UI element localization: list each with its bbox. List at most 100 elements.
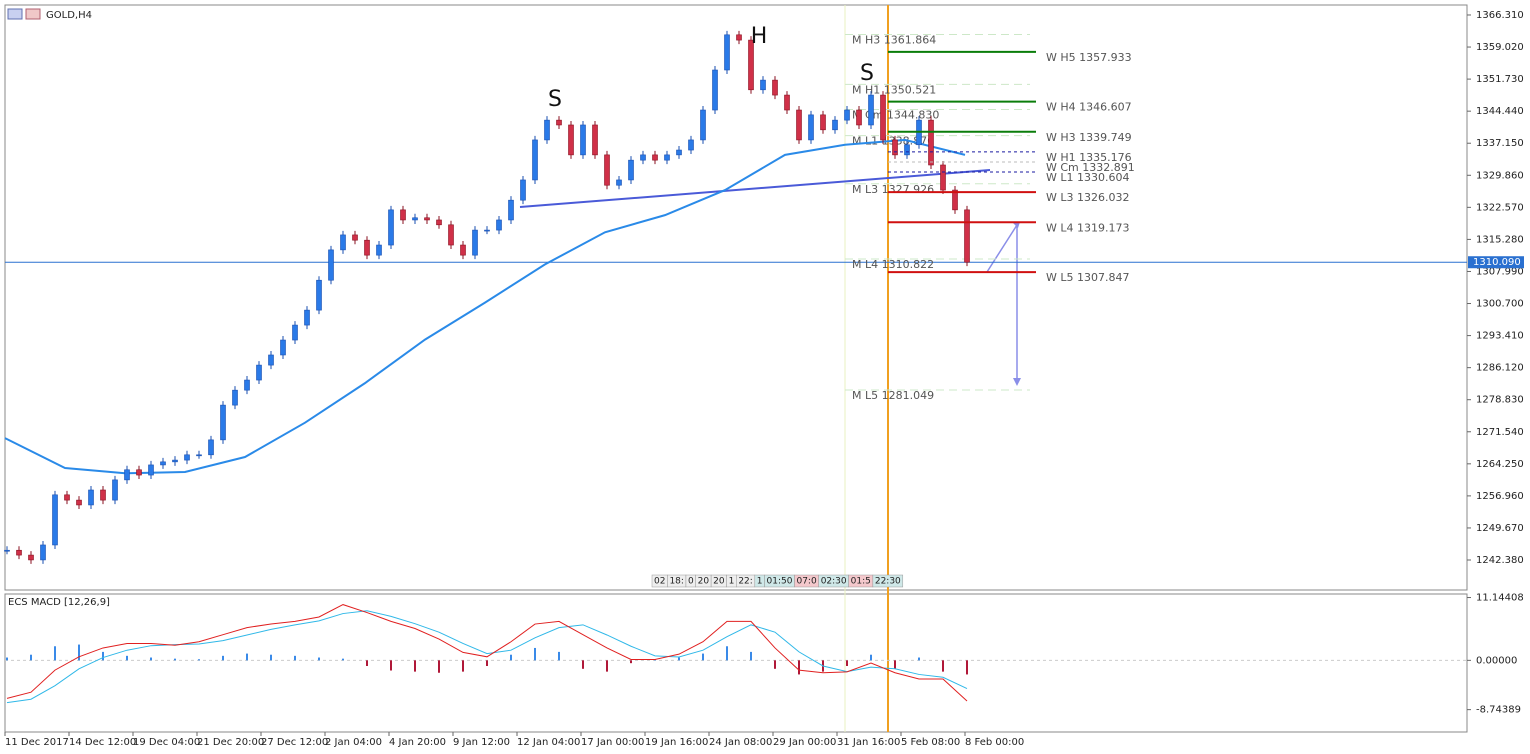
macd-bar: [558, 651, 560, 661]
macd-bar: [366, 660, 368, 666]
macd-bar: [486, 660, 488, 666]
time-label: 17 Jan 00:00: [581, 737, 644, 748]
candle-body: [580, 124, 586, 156]
price-tick-label: 1286.120: [1476, 363, 1524, 374]
arrow-head: [1013, 378, 1021, 386]
candle-body: [124, 469, 130, 481]
candle-body: [280, 339, 286, 356]
macd-bar: [126, 655, 128, 661]
session-label: 01:50: [767, 577, 793, 587]
macd-bar: [966, 660, 968, 675]
pattern-label: S: [860, 61, 874, 86]
macd-bar: [726, 646, 728, 661]
candle-body: [196, 454, 202, 457]
candle-body: [28, 554, 34, 561]
macd-bar: [918, 657, 920, 661]
candle-body: [424, 217, 430, 221]
monthly-level-label: M L3 1327.926: [852, 183, 934, 196]
candle-body: [556, 119, 562, 126]
session-label: 1: [729, 577, 735, 587]
candle-body: [220, 404, 226, 441]
time-label: 4 Jan 20:00: [389, 737, 446, 748]
session-label: 22:: [738, 577, 752, 587]
candle-body: [676, 149, 682, 156]
macd-bar: [774, 660, 776, 669]
price-tick-label: 1359.020: [1476, 42, 1524, 53]
macd-bar: [390, 660, 392, 671]
bid-tag: 1310.090: [1473, 257, 1521, 268]
candle-body: [292, 324, 298, 341]
price-tick-label: 1315.280: [1476, 234, 1524, 245]
weekly-level-label: W L3 1326.032: [1046, 191, 1129, 204]
time-label: 2 Jan 04:00: [325, 737, 382, 748]
macd-tick-label: 11.14408: [1476, 593, 1524, 604]
macd-frame: [4, 593, 1468, 733]
candle-body: [52, 494, 58, 546]
candle-body: [520, 179, 526, 201]
session-label: 20: [713, 577, 725, 587]
candle-body: [4, 549, 10, 552]
candle-body: [172, 459, 178, 463]
candle-body: [712, 69, 718, 111]
candle-body: [340, 234, 346, 251]
neckline: [519, 169, 991, 208]
macd-bar: [510, 654, 512, 661]
session-label: 20: [698, 577, 710, 587]
candle-body: [388, 209, 394, 246]
macd-bar: [846, 660, 848, 666]
price-tick-label: 1278.830: [1476, 395, 1524, 406]
macd-bar: [318, 657, 320, 661]
macd-bar: [798, 660, 800, 675]
macd-bar: [606, 660, 608, 672]
candle-body: [652, 154, 658, 161]
price-tick-label: 1329.860: [1476, 170, 1524, 181]
session-label: 02:30: [821, 577, 847, 587]
candle-body: [484, 229, 490, 232]
candle-body: [412, 217, 418, 221]
price-tick-label: 1242.380: [1476, 555, 1524, 566]
candle-body: [376, 244, 382, 256]
price-tick-label: 1344.440: [1476, 106, 1524, 117]
price-tick-label: 1271.540: [1476, 427, 1524, 438]
price-tick-label: 1249.670: [1476, 523, 1524, 534]
candle-body: [772, 79, 778, 96]
macd-tick-label: -8.74389: [1476, 705, 1521, 716]
candle-body: [856, 109, 862, 126]
candle-body: [244, 379, 250, 391]
candle-body: [736, 34, 742, 41]
macd-bar: [582, 660, 584, 669]
macd-bar: [534, 647, 536, 661]
session-label: 0: [688, 577, 694, 587]
macd-tick-label: 0.00000: [1476, 655, 1517, 666]
candle-body: [688, 139, 694, 151]
candle-body: [904, 144, 910, 156]
macd-bar: [270, 654, 272, 661]
candle-body: [304, 309, 310, 326]
price-tick-label: 1322.570: [1476, 202, 1524, 213]
candle-body: [604, 154, 610, 186]
window-icon: [7, 8, 23, 20]
candle-body: [760, 79, 766, 91]
macd-bar: [54, 646, 56, 661]
weekly-level-label: W H5 1357.933: [1046, 51, 1132, 64]
candle-body: [820, 114, 826, 131]
macd-bar: [462, 660, 464, 672]
weekly-level-label: W L4 1319.173: [1046, 221, 1129, 234]
macd-bar: [750, 651, 752, 661]
macd-bar: [150, 657, 152, 661]
candle-body: [868, 94, 874, 126]
candle-body: [568, 124, 574, 156]
macd-bar: [630, 660, 632, 664]
macd-bar: [222, 655, 224, 661]
candle-body: [232, 389, 238, 406]
price-tick-label: 1337.150: [1476, 138, 1524, 149]
candle-body: [532, 139, 538, 181]
time-label: 19 Dec 04:00: [133, 737, 200, 748]
candle-body: [892, 139, 898, 156]
candle-body: [508, 199, 514, 221]
candle-body: [76, 499, 82, 506]
time-label: 11 Dec 2017: [5, 737, 69, 748]
candle-body: [436, 219, 442, 226]
candle-body: [880, 94, 886, 141]
